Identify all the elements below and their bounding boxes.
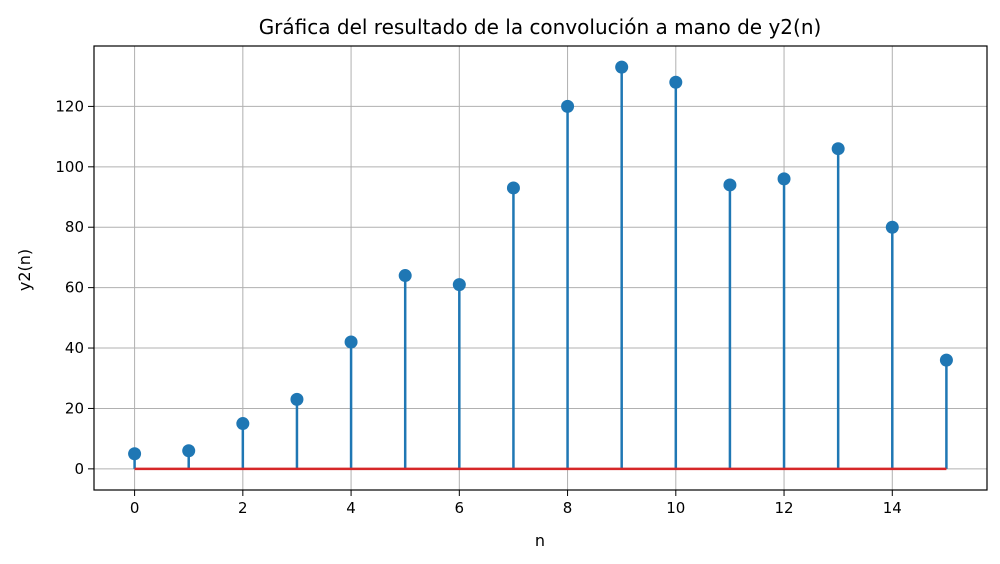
stem-marker [939, 353, 953, 367]
x-tick-label: 10 [666, 499, 685, 517]
stem-marker [506, 181, 520, 195]
stem-marker [452, 278, 466, 292]
stem-marker [615, 60, 629, 74]
y-tick-label: 80 [65, 218, 84, 236]
y-axis: 0 20 40 60 80 100 120 [55, 97, 94, 478]
stem-marker [561, 99, 575, 113]
stem-marker [777, 172, 791, 186]
x-axis: 0 2 4 6 8 10 12 14 [130, 490, 902, 517]
stem-marker [723, 178, 737, 192]
axes-frame [93, 45, 988, 491]
stem-marker [290, 392, 304, 406]
x-axis-label: n [535, 531, 545, 550]
chart-title: Gráfica del resultado de la convolución … [259, 15, 822, 39]
x-tick-label: 2 [238, 499, 248, 517]
stem-marker [236, 417, 250, 431]
x-tick-label: 0 [130, 499, 140, 517]
x-tick-label: 14 [883, 499, 902, 517]
stem-marker [128, 447, 142, 461]
y-tick-label: 100 [55, 158, 84, 176]
x-tick-label: 6 [455, 499, 465, 517]
y-tick-label: 20 [65, 399, 84, 417]
stem-marker [398, 269, 412, 283]
stem-marker [885, 220, 899, 234]
stem-marker [182, 444, 196, 458]
y-tick-label: 120 [55, 97, 84, 115]
grid [94, 46, 987, 490]
y-tick-label: 60 [65, 279, 84, 297]
plot-area [128, 60, 953, 471]
y-axis-label: y2(n) [15, 249, 34, 291]
x-tick-label: 8 [563, 499, 573, 517]
stem-marker [669, 75, 683, 89]
stem-marker [831, 142, 845, 156]
x-tick-label: 4 [346, 499, 356, 517]
y-tick-label: 40 [65, 339, 84, 357]
x-tick-label: 12 [774, 499, 793, 517]
stem-marker [344, 335, 358, 349]
y-tick-label: 0 [74, 460, 84, 478]
